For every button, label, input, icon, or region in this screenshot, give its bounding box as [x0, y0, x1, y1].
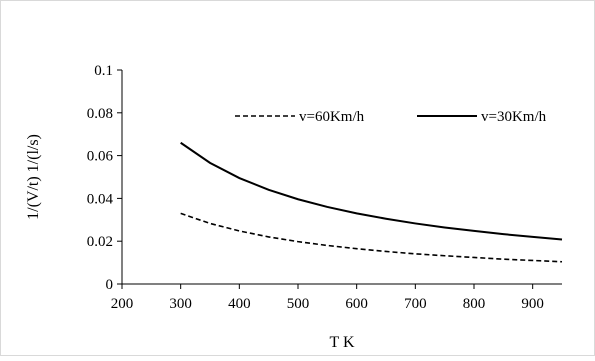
x-tick-label: 600 [345, 296, 368, 312]
y-axis-ticks: 0 0.02 0.04 0.06 0.08 0.1 [87, 63, 122, 293]
y-tick-label: 0.02 [87, 234, 113, 250]
legend-label-v60: v=60Km/h [299, 109, 365, 125]
y-tick-label: 0.04 [87, 191, 114, 207]
x-tick-label: 500 [287, 296, 310, 312]
series-group [180, 141, 563, 263]
y-tick-label: 0 [106, 277, 114, 293]
y-tick-label: 0.06 [87, 149, 114, 165]
y-tick-label: 0.08 [87, 106, 113, 122]
y-tick-label: 0.1 [94, 63, 113, 79]
x-tick-label: 400 [228, 296, 251, 312]
legend-label-v30: v=30Km/h [481, 109, 547, 125]
x-tick-label: 900 [521, 296, 544, 312]
x-tick-label: 800 [463, 296, 486, 312]
series-line-v30 [180, 141, 563, 241]
series-line-v60 [180, 212, 563, 263]
y-axis-title: 1/(V/t) 1/(l/s) [25, 134, 42, 220]
legend: v=60Km/h v=30Km/h [235, 109, 547, 125]
x-axis-title: T K [329, 334, 354, 351]
x-axis-ticks: 200 300 400 500 600 700 800 900 [111, 284, 544, 312]
x-tick-label: 700 [404, 296, 427, 312]
x-tick-label: 200 [111, 296, 134, 312]
x-tick-label: 300 [169, 296, 192, 312]
